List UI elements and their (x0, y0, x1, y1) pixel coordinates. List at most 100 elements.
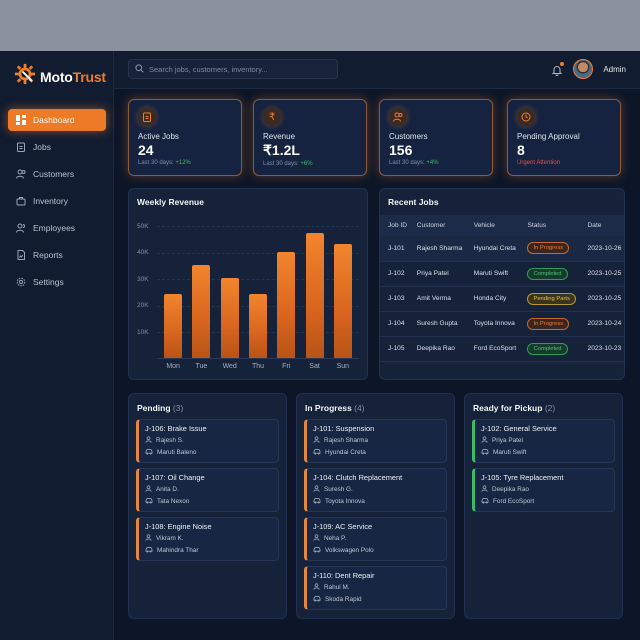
stat-card-active-jobs[interactable]: Active Jobs 24 Last 30 days: +12% (128, 99, 242, 176)
table-cell: Honda City (465, 286, 520, 312)
table-cell: 2023-10-26 (579, 236, 624, 262)
rupee-icon: ₹ (263, 108, 281, 126)
bar-thu[interactable] (248, 294, 267, 358)
job-card-title: J-104: Clutch Replacement (313, 473, 403, 482)
kanban-column-pending: Pending (3) J-106: Brake Issue Rajesh S. Ma… (128, 393, 287, 619)
stat-card-pending-approval[interactable]: Pending Approval 8 Urgent Attention (507, 99, 621, 176)
table-cell: Amit Verma (408, 286, 466, 312)
job-card[interactable]: J-106: Brake Issue Rajesh S. Maruti Baleno (136, 419, 279, 463)
person-icon (481, 485, 488, 494)
kanban-column-in-progress: In Progress (4) J-101: Suspension Rajesh S… (296, 393, 455, 619)
y-tick: 10K (137, 329, 149, 336)
notifications-button[interactable] (551, 62, 565, 76)
job-card[interactable]: J-101: Suspension Rajesh Sharma Hyundai Cr… (304, 419, 447, 463)
bar-mon[interactable] (164, 294, 183, 358)
table-row[interactable]: J-101 Rajesh Sharma Hyundai Creta In Progre… (380, 236, 624, 262)
status-badge: Completed (527, 342, 568, 355)
sidebar-item-label: Inventory (33, 196, 68, 206)
person-icon (313, 436, 320, 445)
y-tick: 30K (137, 276, 149, 283)
stat-card-customers[interactable]: Customers 156 Last 30 days: +4% (379, 99, 493, 176)
sidebar-item-jobs[interactable]: Jobs (8, 136, 106, 158)
plot-area (157, 226, 359, 359)
job-card-vehicle: Toyota Innova (313, 497, 440, 506)
stat-label: Pending Approval (517, 132, 580, 141)
sidebar-nav: Dashboard Jobs Customers Inventory Emplo… (8, 109, 106, 298)
job-card[interactable]: J-105: Tyre Replacement Deepika Rao Ford E… (472, 468, 615, 512)
sidebar-item-inventory[interactable]: Inventory (8, 190, 106, 212)
table-cell: J-104 (380, 311, 409, 337)
stat-subtext: Last 30 days: +4% (389, 160, 439, 166)
person-icon (481, 436, 488, 445)
search-input[interactable] (149, 64, 329, 74)
sidebar-item-label: Employees (33, 223, 76, 233)
bar-wed[interactable] (220, 278, 239, 358)
car-icon (145, 546, 153, 555)
x-tick: Thu (251, 363, 265, 370)
sidebar-item-label: Dashboard (33, 115, 75, 125)
job-card-vehicle: Hyundai Creta (313, 448, 440, 457)
job-card[interactable]: J-104: Clutch Replacement Suresh G. Toyota… (304, 468, 447, 512)
job-card-customer: Rajesh S. (145, 436, 272, 445)
bell-icon (551, 63, 563, 80)
table-cell: 2023-10-25 (579, 261, 624, 287)
column-header[interactable]: Job ID (380, 215, 409, 236)
person-icon (313, 583, 320, 592)
job-card[interactable]: J-108: Engine Noise Vikram K. Mahindra Tha… (136, 517, 279, 561)
report-icon (16, 250, 26, 260)
kanban-column-title: In Progress (4) (305, 403, 365, 413)
column-header[interactable]: Vehicle (465, 215, 520, 236)
job-card-vehicle: Tata Nexon (145, 497, 272, 506)
column-header[interactable]: Status (519, 215, 580, 236)
car-icon (481, 448, 489, 457)
person-icon (313, 485, 320, 494)
job-card[interactable]: J-110: Dent Repair Rahul M. Skoda Rapid (304, 566, 447, 610)
table-cell: In Progress (519, 311, 580, 337)
sidebar-item-reports[interactable]: Reports (8, 244, 106, 266)
stat-subtext: Last 30 days: +12% (138, 160, 191, 166)
search-box[interactable] (128, 59, 338, 79)
bar-fri[interactable] (277, 251, 296, 358)
avatar[interactable] (573, 59, 594, 79)
job-card[interactable]: J-107: Oil Change Anita D. Tata Nexon (136, 468, 279, 512)
user-name[interactable]: Admin (603, 64, 626, 74)
brand-name: MotoTrust (40, 68, 106, 85)
column-header[interactable]: Date (579, 215, 624, 236)
person-icon (145, 534, 152, 543)
recent-jobs-panel: Recent Jobs Job ID Customer Vehicle Status D… (379, 188, 625, 380)
car-icon (145, 448, 153, 457)
users-icon (16, 169, 26, 179)
table-row[interactable]: J-103 Amit Verma Honda City Pending Parts 20… (380, 286, 624, 312)
job-card-vehicle: Skoda Rapid (313, 595, 440, 604)
y-tick: 40K (137, 249, 149, 256)
x-tick: Fri (282, 363, 291, 370)
table-cell: Toyota Innova (465, 311, 520, 337)
table-cell: J-103 (380, 286, 409, 312)
job-card[interactable]: J-102: General Service Priya Patel Maruti … (472, 419, 615, 463)
x-axis: Mon Tue Wed Thu Fri Sat Sun (157, 363, 359, 370)
stat-card-revenue[interactable]: ₹ Revenue ₹1.2L Last 30 days: +6% (253, 99, 367, 176)
kanban-count: (3) (172, 403, 184, 413)
table-cell: Priya Patel (408, 261, 466, 287)
table-row[interactable]: J-102 Priya Patel Maruti Swift Completed 202… (380, 261, 624, 287)
job-card[interactable]: J-109: AC Service Neha P. Volkswagen Polo (304, 517, 447, 561)
bar-sat[interactable] (305, 232, 324, 358)
table-cell: In Progress (519, 236, 580, 262)
column-header[interactable]: Customer (408, 215, 466, 236)
job-card-customer: Priya Patel (481, 436, 608, 445)
logo[interactable]: MotoTrust (14, 63, 106, 90)
table-cell: Completed (519, 261, 580, 287)
clipboard-icon (16, 142, 26, 152)
bar-tue[interactable] (192, 264, 211, 358)
window-top-band (0, 0, 640, 51)
clock-icon (517, 108, 535, 126)
sidebar-item-settings[interactable]: Settings (8, 271, 106, 293)
sidebar-item-dashboard[interactable]: Dashboard (8, 109, 106, 131)
y-tick: 50K (137, 223, 149, 230)
bar-sun[interactable] (333, 243, 352, 358)
sidebar-item-customers[interactable]: Customers (8, 163, 106, 185)
table-cell: Ford EcoSport (465, 336, 520, 362)
sidebar-item-employees[interactable]: Employees (8, 217, 106, 239)
table-row[interactable]: J-105 Deepika Rao Ford EcoSport Completed 20… (380, 336, 624, 362)
table-row[interactable]: J-104 Suresh Gupta Toyota Innova In Progres… (380, 311, 624, 337)
